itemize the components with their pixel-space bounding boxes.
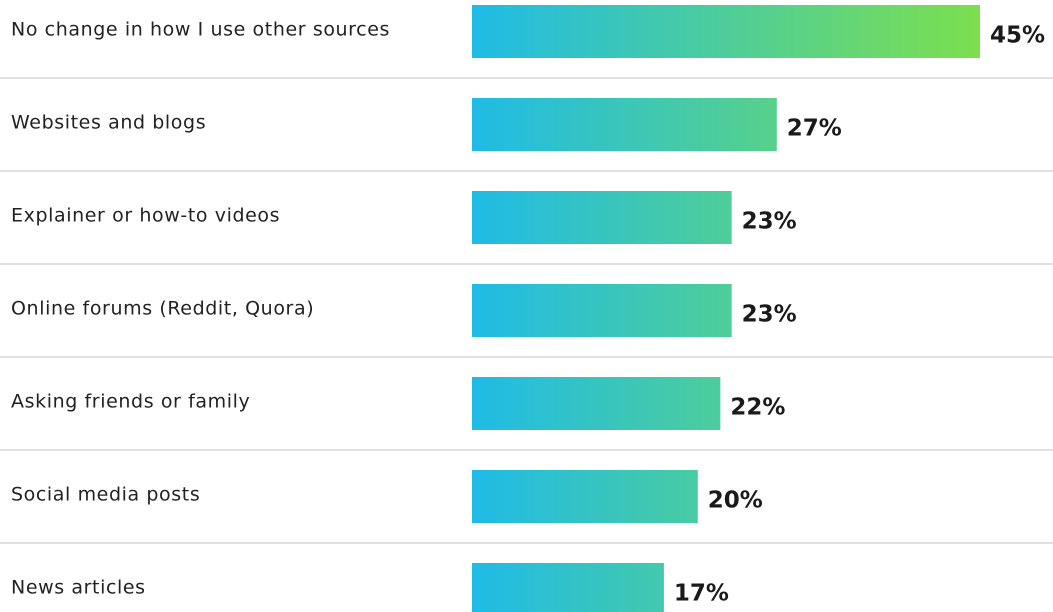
bar bbox=[472, 98, 777, 151]
bar bbox=[472, 470, 698, 523]
value-label: 17% bbox=[674, 581, 729, 607]
value-label: 27% bbox=[787, 116, 842, 142]
category-label: Asking friends or family bbox=[11, 391, 250, 413]
bar bbox=[472, 284, 732, 337]
category-label: Social media posts bbox=[11, 484, 200, 506]
bar bbox=[472, 377, 721, 430]
category-label: News articles bbox=[11, 577, 146, 599]
value-label: 23% bbox=[742, 302, 797, 328]
category-label: Websites and blogs bbox=[11, 112, 206, 134]
value-label: 45% bbox=[990, 23, 1045, 49]
category-label: Explainer or how-to videos bbox=[11, 205, 280, 227]
category-label: Online forums (Reddit, Quora) bbox=[11, 298, 314, 320]
bar bbox=[472, 191, 732, 244]
value-label: 22% bbox=[730, 395, 785, 421]
value-label: 23% bbox=[742, 209, 797, 235]
category-label: No change in how I use other sources bbox=[11, 19, 390, 41]
value-label: 20% bbox=[708, 488, 763, 514]
bar bbox=[472, 563, 664, 612]
bar bbox=[472, 5, 980, 58]
